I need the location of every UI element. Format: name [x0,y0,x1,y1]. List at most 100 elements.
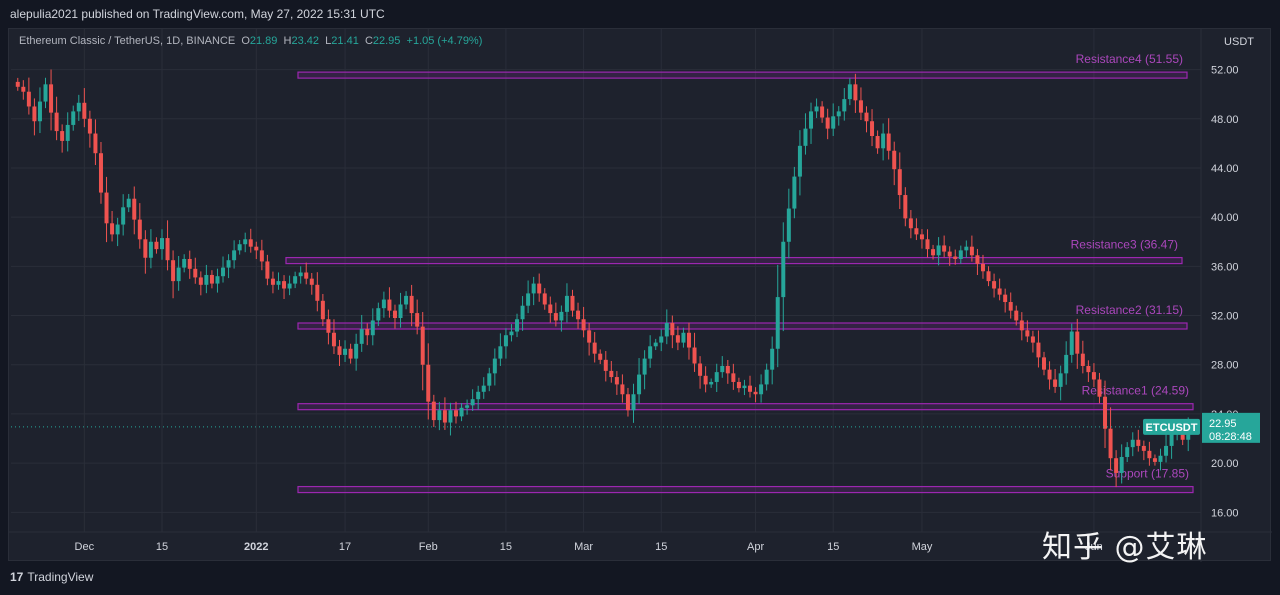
candle-body[interactable] [942,245,947,252]
candle-body[interactable] [542,293,547,305]
candle-body[interactable] [409,295,414,314]
candle-body[interactable] [559,311,564,321]
candle-body[interactable] [592,342,597,354]
candle-body[interactable] [492,358,497,374]
candle-body[interactable] [1036,342,1041,358]
candle-body[interactable] [1025,330,1030,337]
candle-body[interactable] [581,319,586,331]
candle-body[interactable] [858,100,863,113]
candle-body[interactable] [354,343,359,359]
candle-body[interactable] [764,369,769,385]
footer[interactable]: 17 TradingView [0,561,1280,595]
candle-body[interactable] [648,346,653,359]
candle-body[interactable] [276,281,281,285]
candle-body[interactable] [709,381,714,385]
candle-body[interactable] [947,251,952,257]
candle-body[interactable] [1114,458,1119,473]
candle-body[interactable] [681,332,686,343]
candle-body[interactable] [997,288,1002,295]
candle-body[interactable] [359,329,364,344]
candle-body[interactable] [881,133,886,149]
candle-body[interactable] [137,219,142,240]
candle-body[interactable] [892,150,897,170]
candle-body[interactable] [564,295,569,312]
candle-body[interactable] [193,268,198,278]
zone-rect[interactable] [297,71,1188,79]
candle-body[interactable] [914,228,919,235]
candle-body[interactable] [404,295,409,305]
candle-body[interactable] [1003,294,1008,303]
candle-body[interactable] [209,274,214,284]
price-tag[interactable] [1202,412,1260,443]
candle-body[interactable] [298,272,303,277]
zone-rect[interactable] [285,256,1183,265]
candle-body[interactable] [509,331,514,336]
candle-body[interactable] [753,391,758,395]
candle-body[interactable] [1103,396,1108,429]
candle-body[interactable] [598,353,603,360]
candle-body[interactable] [143,239,148,258]
candle-body[interactable] [348,348,353,359]
candle-body[interactable] [698,363,703,376]
candle-body[interactable] [736,381,741,389]
candle-body[interactable] [415,313,420,327]
price-chart[interactable]: 52.0048.0044.0040.0036.0032.0028.0024.00… [9,29,1272,562]
candle-body[interactable] [620,384,625,395]
candle-body[interactable] [975,255,980,264]
candle-body[interactable] [958,250,963,259]
candle-body[interactable] [370,320,375,336]
candle-body[interactable] [792,176,797,209]
candle-body[interactable] [1019,320,1024,331]
candle-body[interactable] [992,281,997,289]
candle-body[interactable] [476,391,481,400]
candle-body[interactable] [431,401,436,421]
candle-body[interactable] [725,365,730,374]
candle-body[interactable] [487,373,492,386]
candle-body[interactable] [637,374,642,395]
candle-body[interactable] [1008,302,1013,311]
candle-body[interactable] [259,250,264,262]
candle-body[interactable] [343,348,348,355]
candle-body[interactable] [87,118,92,134]
candle-body[interactable] [1058,373,1063,387]
candle-body[interactable] [243,239,248,245]
candle-body[interactable] [731,373,736,382]
candle-body[interactable] [520,305,525,320]
candle-body[interactable] [448,410,453,423]
candle-body[interactable] [148,241,153,258]
candle-body[interactable] [198,277,203,285]
candle-body[interactable] [1147,450,1152,459]
candle-body[interactable] [387,299,392,311]
candle-body[interactable] [32,106,37,122]
candle-body[interactable] [825,117,830,129]
candle-body[interactable] [908,218,913,229]
candle-body[interactable] [315,284,320,301]
candle-body[interactable] [531,283,536,294]
candle-body[interactable] [171,260,176,282]
candle-body[interactable] [43,84,48,102]
candle-body[interactable] [115,224,120,235]
candle-body[interactable] [76,102,81,112]
candle-body[interactable] [1097,379,1102,397]
candle-body[interactable] [1080,353,1085,366]
candle-body[interactable] [426,364,431,402]
zone-rect[interactable] [297,485,1194,494]
candle-body[interactable] [853,84,858,101]
candle-body[interactable] [309,278,314,285]
candle-body[interactable] [1091,372,1096,380]
candle-body[interactable] [864,112,869,122]
candle-body[interactable] [392,310,397,319]
candle-body[interactable] [809,111,814,129]
candle-body[interactable] [587,330,592,343]
chart-panel[interactable]: 52.0048.0044.0040.0036.0032.0028.0024.00… [8,28,1272,562]
candle-body[interactable] [254,246,259,251]
candle-body[interactable] [870,121,875,136]
candle-body[interactable] [1164,445,1169,456]
zone-rect[interactable] [297,403,1194,411]
candle-body[interactable] [1141,445,1146,451]
candle-body[interactable] [797,145,802,177]
candle-body[interactable] [548,304,553,314]
candle-body[interactable] [1030,336,1035,343]
candle-body[interactable] [248,239,253,247]
candle-body[interactable] [420,326,425,365]
